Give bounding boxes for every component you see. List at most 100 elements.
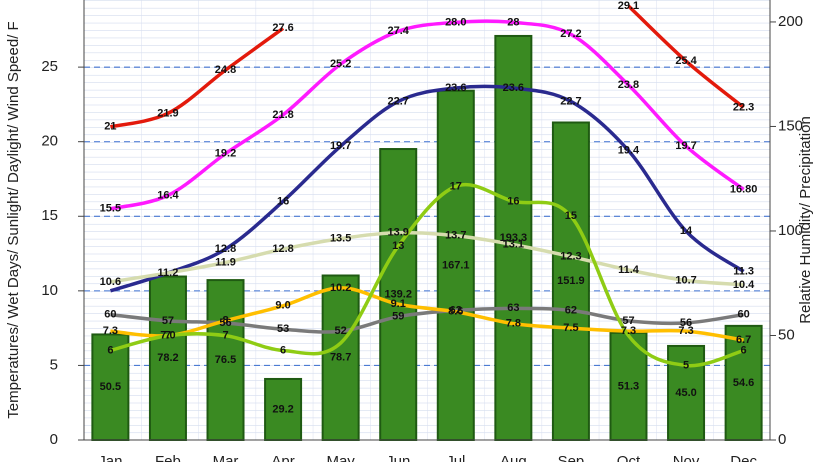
x-tick-label: Sep	[558, 453, 585, 462]
data-label: 16.80	[730, 183, 758, 195]
x-tick-label: Oct	[617, 453, 641, 462]
y-tick-label: 5	[50, 356, 58, 373]
data-label: 24.8	[215, 64, 236, 76]
x-tick-label: Apr	[271, 453, 294, 462]
data-label: 10.4	[733, 279, 755, 291]
data-label: 7.8	[506, 318, 521, 330]
data-label: 28.0	[445, 16, 466, 28]
bar-label: 76.5	[215, 354, 236, 366]
data-label: 11.2	[158, 267, 179, 279]
data-label: 7.3	[103, 325, 118, 337]
data-label: 19.7	[330, 140, 351, 152]
data-label: 22.7	[388, 95, 409, 107]
bar-label: 45.0	[675, 387, 696, 399]
y2-tick-label: 100	[778, 222, 803, 239]
y-tick-label: 25	[41, 58, 58, 75]
data-label: 6.7	[736, 334, 751, 346]
bar	[91, 333, 130, 441]
data-label: 21	[104, 121, 116, 133]
data-label: 5	[683, 359, 689, 371]
data-label: 23.6	[445, 82, 466, 94]
data-label: 8	[222, 315, 228, 327]
data-label: 60	[104, 308, 116, 320]
bar	[436, 89, 475, 441]
line	[109, 19, 745, 211]
data-label: 23.8	[618, 79, 639, 91]
data-label: 60	[737, 308, 749, 320]
x-tick-label: Feb	[155, 453, 181, 462]
x-tick-label: May	[326, 453, 355, 462]
y2-tick-label: 150	[778, 117, 803, 134]
data-label: 9.0	[275, 300, 290, 312]
data-label: 27.4	[388, 25, 410, 37]
data-label: 17	[450, 180, 462, 192]
plot-area	[84, 0, 770, 440]
data-label: 56	[219, 317, 231, 329]
data-label: 12.8	[215, 243, 236, 255]
line	[110, 286, 744, 342]
bar-label: 51.3	[618, 380, 639, 392]
line	[110, 230, 744, 287]
data-label: 7.3	[678, 325, 693, 337]
data-label: 13.7	[445, 230, 466, 242]
data-label: 57	[162, 315, 174, 327]
data-label: 15	[565, 210, 577, 222]
data-label: 13.9	[388, 227, 409, 239]
data-label: 53	[277, 323, 289, 335]
data-label: 7	[222, 329, 228, 341]
y-tick-label: 10	[41, 282, 58, 299]
bar-label: 78.2	[157, 352, 178, 364]
data-label: 22.3	[733, 101, 754, 113]
y2-tick-label: 0	[778, 431, 786, 448]
x-tick-label: Nov	[673, 453, 700, 462]
data-label: 7.0	[160, 329, 175, 341]
bar-label: 167.1	[442, 259, 470, 271]
data-label: 57	[622, 315, 634, 327]
line	[109, 26, 285, 129]
data-label: 10.6	[100, 276, 121, 288]
bar	[551, 121, 590, 441]
bar-label: 193.3	[500, 232, 528, 244]
x-tick-label: Jun	[386, 453, 410, 462]
data-label: 12.8	[272, 243, 293, 255]
bar-label: 54.6	[733, 377, 754, 389]
data-label: 7.5	[563, 322, 578, 334]
data-label: 6	[107, 344, 113, 356]
data-label: 11.3	[733, 265, 754, 277]
data-label: 9.1	[391, 298, 406, 310]
y-tick-label: 20	[41, 133, 58, 150]
data-label: 52	[335, 325, 347, 337]
data-label: 63	[507, 302, 519, 314]
y-axis-title: Temperatures/ Wet Days/ Sunlight/ Daylig…	[5, 21, 22, 418]
bar-label: 50.5	[100, 381, 121, 393]
data-label: 6	[280, 344, 286, 356]
y2-axis-title: Relative Humidity/ Precipitation	[797, 116, 814, 324]
data-label: 13.1	[503, 239, 524, 251]
data-label: 6	[741, 344, 747, 356]
data-label: 16	[507, 195, 519, 207]
data-label: 22.7	[560, 95, 581, 107]
data-label: 11.4	[618, 264, 640, 276]
data-label: 10.2	[330, 282, 351, 294]
data-label: 13.5	[330, 233, 351, 245]
y2-tick-label: 50	[778, 326, 795, 343]
data-label: 16	[277, 195, 289, 207]
data-label: 16.4	[157, 189, 179, 201]
data-label: 15.5	[100, 203, 121, 215]
bar-label: 151.9	[557, 275, 585, 287]
plot: 50.5 78.2 76.5 29.2 78.7 139.2 167.1 193.3 151.9…	[84, 0, 770, 442]
y-tick-label: 0	[50, 431, 58, 448]
data-label: 27.2	[560, 28, 581, 40]
data-label: 11.9	[215, 256, 236, 268]
x-tick-label: Dec	[730, 453, 757, 462]
data-label: 12.3	[560, 250, 581, 262]
data-label: 14	[680, 225, 693, 237]
data-label: 27.6	[272, 22, 293, 34]
data-label: 62	[450, 304, 462, 316]
data-label: 29.1	[618, 0, 639, 12]
data-label: 19.4	[618, 145, 640, 157]
data-label: 25.4	[675, 55, 697, 67]
data-label: 10.7	[675, 274, 696, 286]
line	[109, 182, 745, 368]
